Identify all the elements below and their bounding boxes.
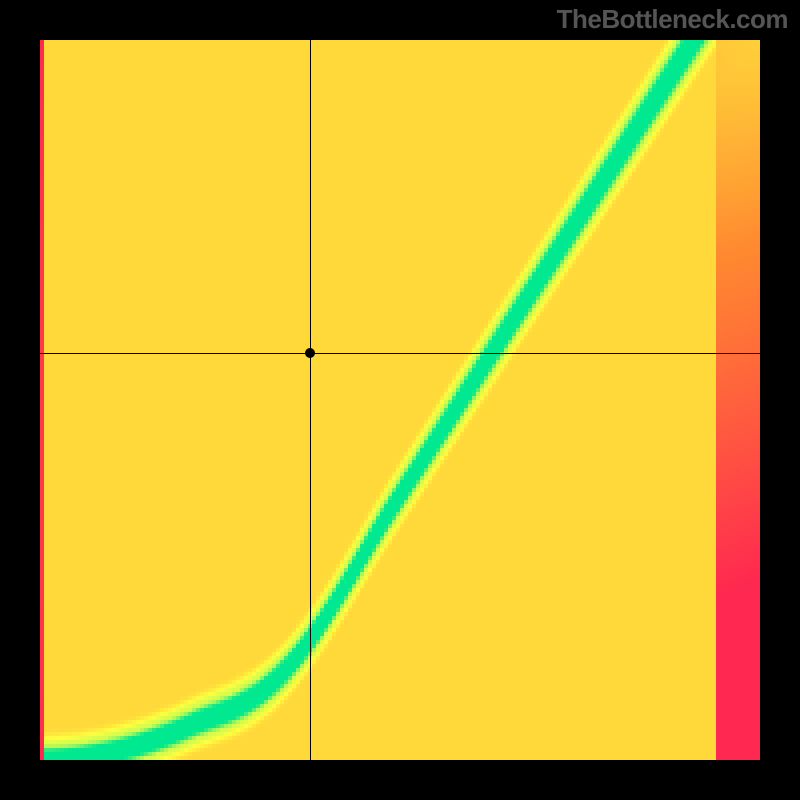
data-point-marker xyxy=(305,348,315,358)
heatmap-canvas xyxy=(40,40,760,760)
crosshair-vertical xyxy=(310,40,311,760)
attribution-text: TheBottleneck.com xyxy=(557,4,788,35)
chart-container: TheBottleneck.com xyxy=(0,0,800,800)
plot-area xyxy=(40,40,760,760)
crosshair-horizontal xyxy=(40,353,760,354)
